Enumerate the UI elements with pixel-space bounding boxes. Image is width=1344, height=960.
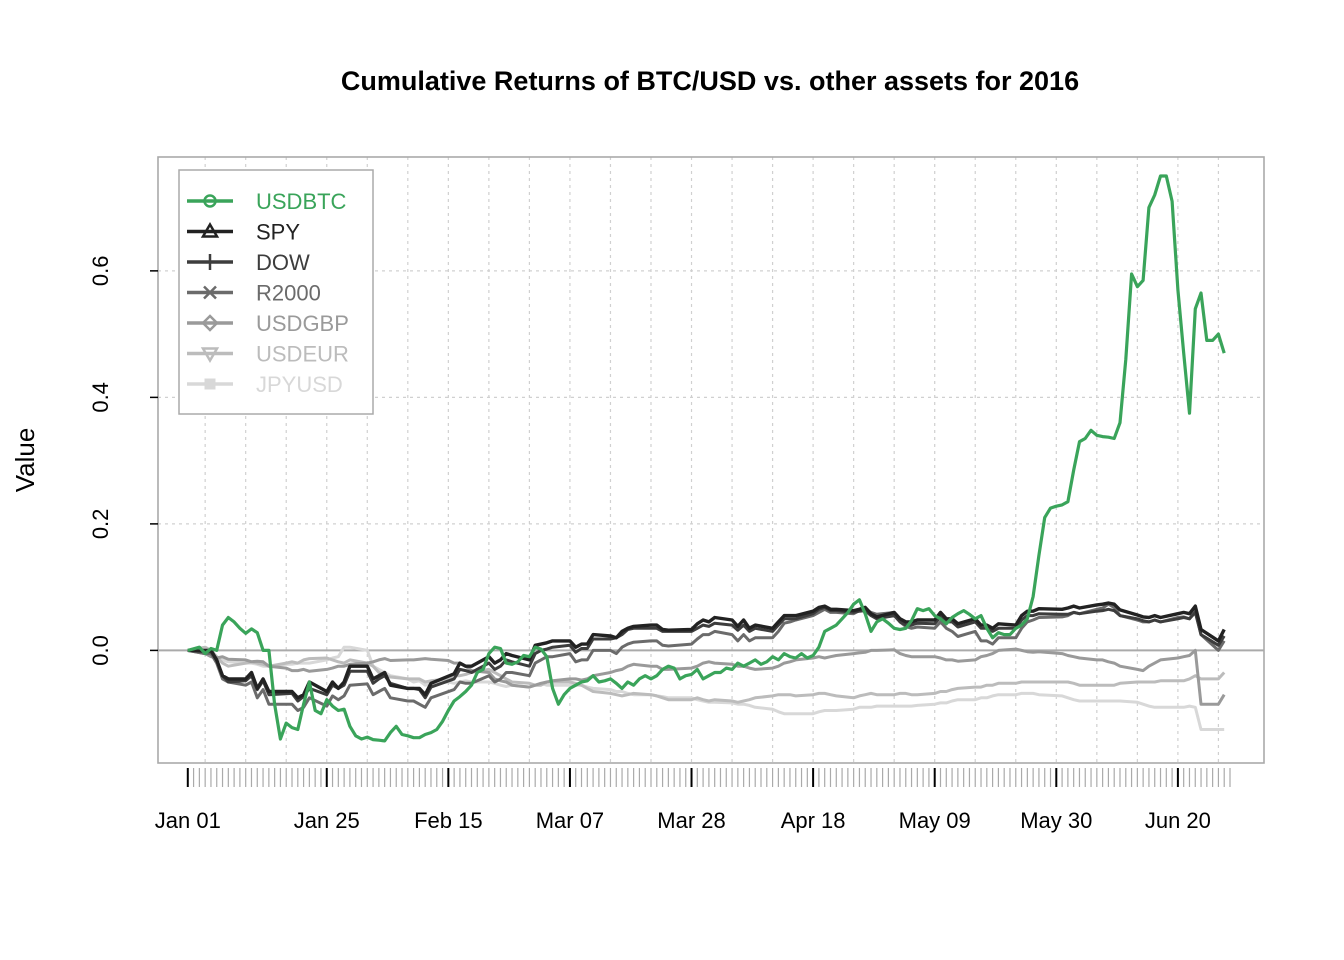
legend-item-spy: SPY (187, 220, 300, 245)
series-line-usdgbp (187, 647, 1226, 706)
legend-marker (201, 314, 219, 332)
y-tick-label: 0.0 (88, 635, 113, 666)
x-tick-label: Jun 20 (1145, 808, 1211, 833)
x-tick-label: May 30 (1020, 808, 1092, 833)
x-tick-label: May 09 (899, 808, 971, 833)
x-tick-label: Jan 25 (294, 808, 360, 833)
series-line-jpyusd (187, 645, 1225, 731)
legend-item-usdeur: USDEUR (187, 342, 349, 367)
legend-item-dow: DOW (187, 250, 310, 275)
legend: USDBTC SPY DOW R2000 USDGBP USDEUR JPYUSD (178, 169, 374, 415)
legend-marker (203, 285, 217, 300)
legend-item-usdgbp: USDGBP (187, 311, 349, 336)
legend-item-usdbtc: USDBTC (187, 189, 347, 214)
legend-label: USDGBP (256, 311, 349, 336)
y-tick-label: 0.4 (88, 382, 113, 413)
x-tick-label: Apr 18 (781, 808, 846, 833)
x-tick-label: Mar 28 (657, 808, 725, 833)
y-axis: 0.0 0.2 0.4 0.6 (88, 256, 158, 666)
series-line-spy (187, 601, 1226, 700)
legend-marker (203, 194, 217, 208)
series-line-r2000 (187, 602, 1226, 712)
plot-frame (157, 156, 1265, 764)
legend-item-r2000: R2000 (187, 281, 321, 306)
x-tick-label: Jan 01 (155, 808, 221, 833)
chart-title: Cumulative Returns of BTC/USD vs. other … (341, 66, 1079, 96)
y-tick-label: 0.2 (88, 509, 113, 540)
legend-marker (204, 378, 216, 390)
y-tick-label: 0.6 (88, 256, 113, 287)
series-lines (187, 174, 1226, 743)
legend-label: JPYUSD (256, 372, 343, 397)
series-line-dow (187, 605, 1226, 703)
legend-label: SPY (256, 220, 300, 245)
legend-marker (200, 347, 220, 363)
gridlines (158, 157, 1264, 763)
x-tick-label: Mar 07 (536, 808, 604, 833)
legend-marker (202, 254, 218, 270)
x-tick-label: Feb 15 (414, 808, 483, 833)
legend-label: DOW (256, 250, 310, 275)
legend-label: USDBTC (256, 189, 347, 214)
x-axis: Jan 01 Jan 25 Feb 15 Mar 07 Mar 28 Apr 18 May … (155, 768, 1231, 833)
legend-label: USDEUR (256, 342, 349, 367)
y-axis-label: Value (10, 428, 40, 493)
legend-item-jpyusd: JPYUSD (187, 372, 343, 397)
legend-label: R2000 (256, 281, 321, 306)
series-line-usdbtc (187, 174, 1226, 743)
legend-marker (200, 222, 220, 238)
